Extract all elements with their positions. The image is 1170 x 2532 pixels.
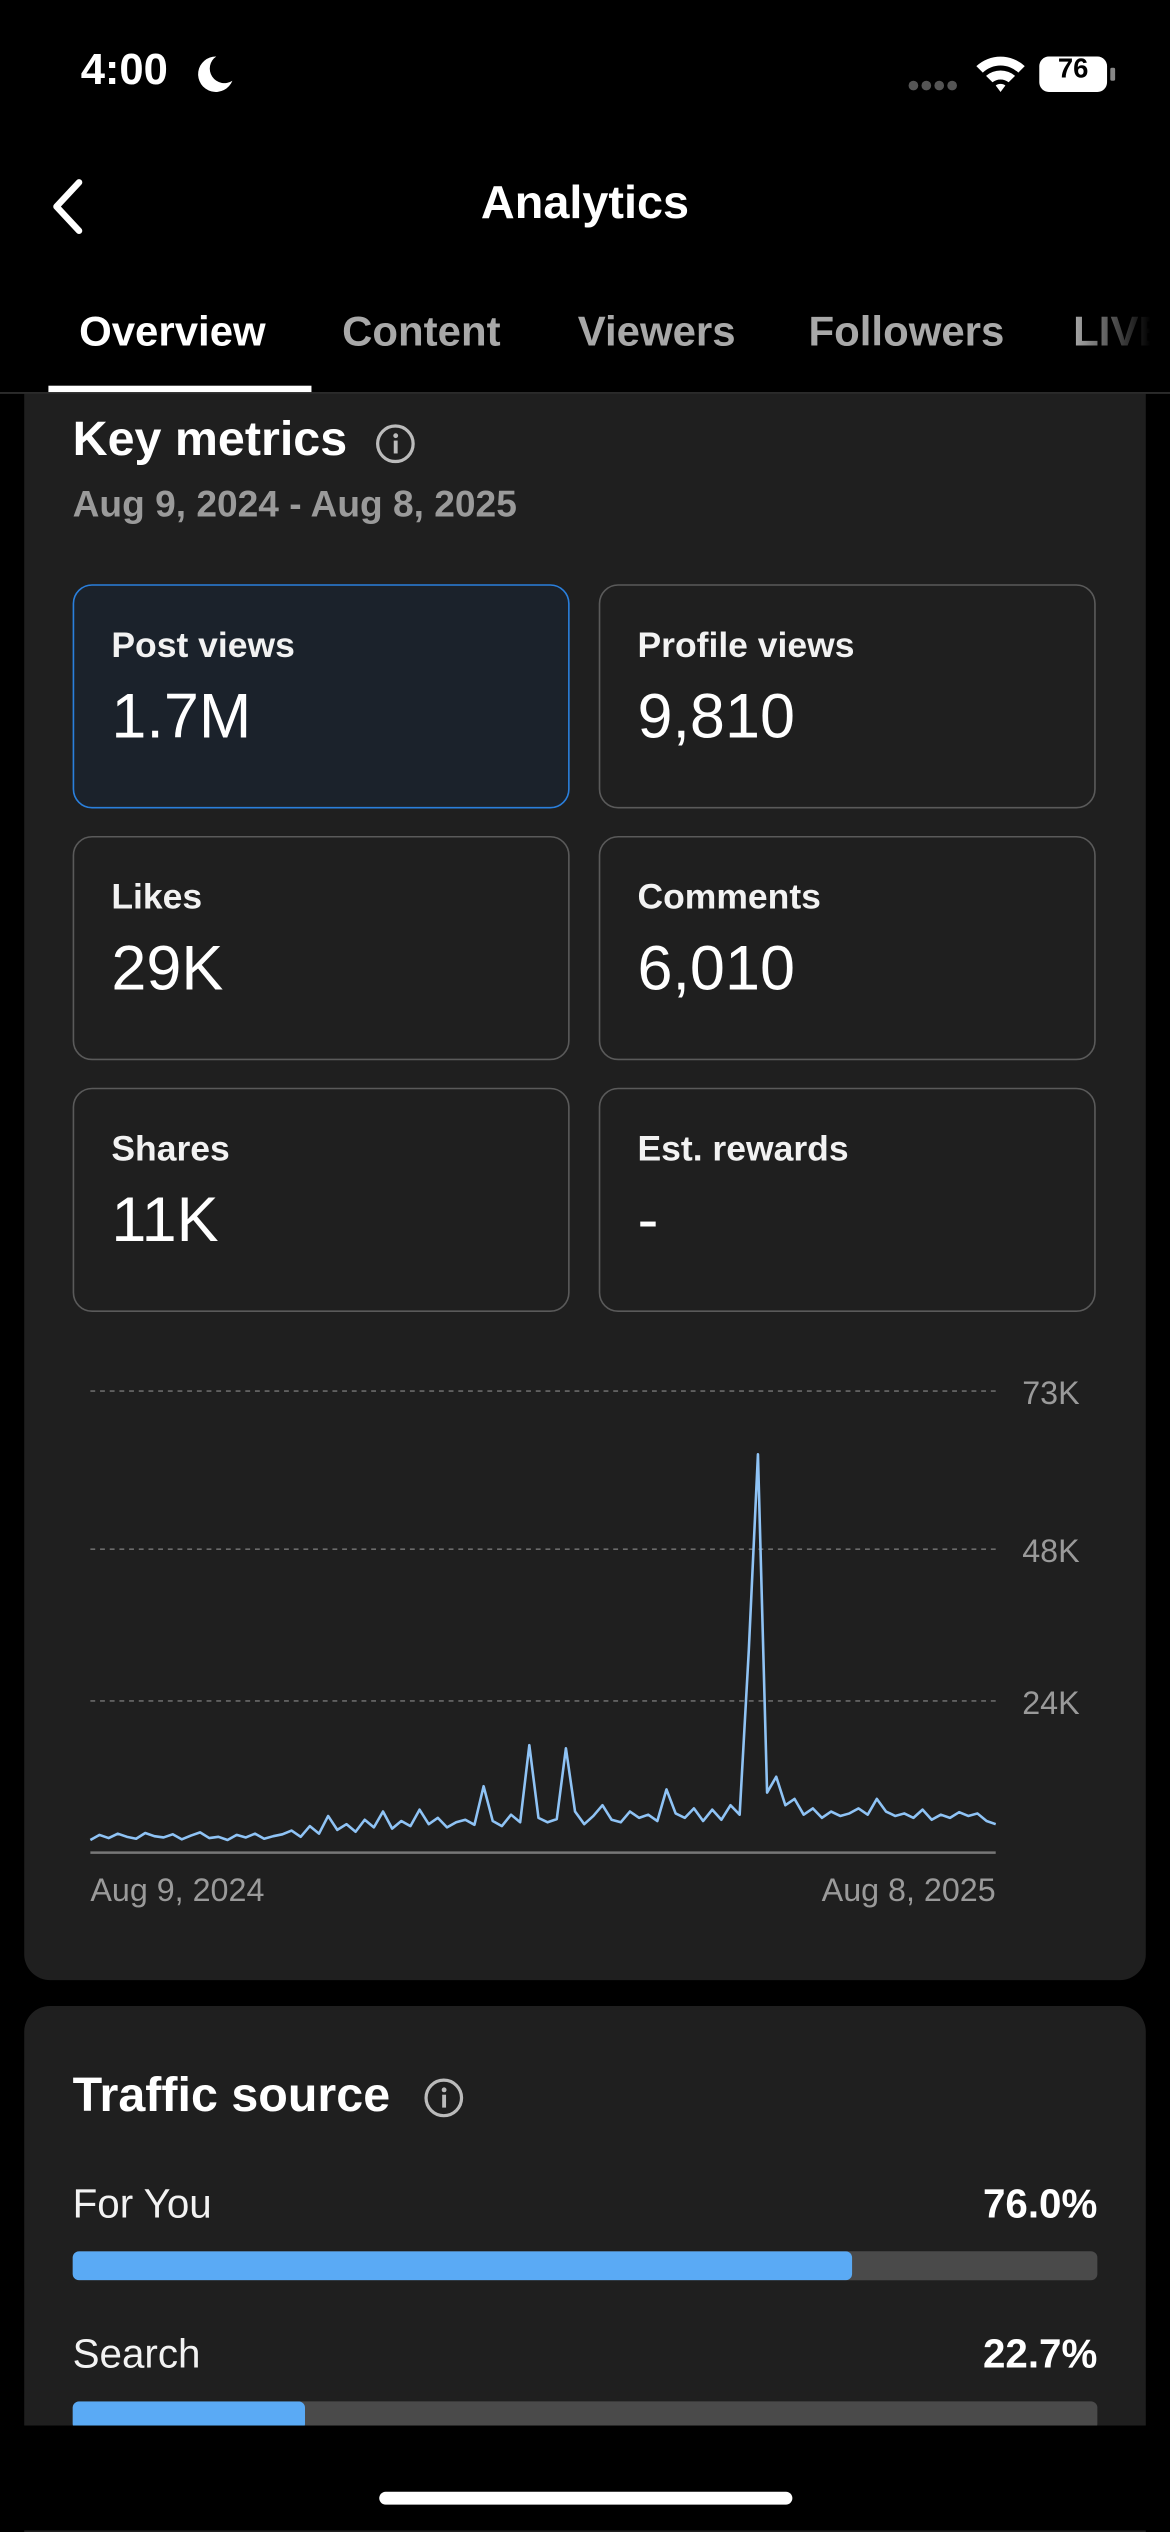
- metric-card[interactable]: Profile views 9,810: [598, 584, 1096, 809]
- metric-label: Comments: [637, 876, 821, 917]
- tab-fade: [1073, 290, 1170, 388]
- metric-value: 1.7M: [111, 682, 252, 753]
- divider: [0, 392, 1170, 394]
- x-tick-label: Aug 9, 2024: [90, 1872, 264, 1908]
- metric-value: 6,010: [637, 934, 795, 1004]
- metric-label: Est. rewards: [637, 1128, 849, 1169]
- date-range: Aug 9, 2024 - Aug 8, 2025: [72, 482, 517, 525]
- tab[interactable]: Content: [342, 306, 501, 356]
- back-button[interactable]: [45, 178, 90, 236]
- metric-card[interactable]: Comments 6,010: [598, 835, 1096, 1061]
- section-title: Key metrics: [72, 413, 348, 467]
- info-icon[interactable]: [374, 423, 416, 465]
- battery-level: 76: [1057, 53, 1089, 84]
- y-tick-label: 24K: [1022, 1685, 1080, 1721]
- metric-card[interactable]: Est. rewards -: [598, 1087, 1096, 1313]
- metric-card[interactable]: Likes 29K: [72, 835, 570, 1061]
- info-icon[interactable]: [423, 2077, 465, 2119]
- bar: [72, 2401, 306, 2431]
- metric-value: 11K: [111, 1186, 219, 1256]
- metric-label: Likes: [111, 876, 203, 917]
- page-title: Analytics: [480, 177, 690, 230]
- data-line: [89, 1453, 997, 1842]
- x-tick-label: Aug 8, 2025: [822, 1872, 996, 1908]
- source-value: 22.7%: [982, 2331, 1098, 2378]
- status-time: 4:00: [80, 45, 168, 94]
- chart: 24K 48K 73K Aug 9, 2024 Aug 8, 2025: [89, 1375, 1080, 1908]
- metric-value: -: [637, 1186, 659, 1256]
- metric-label: Shares: [111, 1128, 230, 1169]
- traffic-row: For You 76.0%: [72, 2179, 1098, 2292]
- metric-card[interactable]: Post views 1.7M: [72, 584, 570, 809]
- metric-value: 29K: [111, 934, 224, 1004]
- bar-track: [72, 2401, 1098, 2431]
- moon-icon: [198, 56, 233, 92]
- tab[interactable]: Overview: [79, 306, 266, 356]
- bottom-bar: [0, 2425, 1170, 2531]
- tab[interactable]: Followers: [808, 306, 1005, 356]
- metric-value: 9,810: [637, 682, 795, 753]
- tab[interactable]: Viewers: [577, 306, 736, 356]
- status-icons: [908, 56, 1116, 92]
- source-value: 76.0%: [982, 2181, 1098, 2228]
- home-indicator: [379, 2491, 793, 2505]
- y-tick-label: 48K: [1022, 1533, 1080, 1569]
- metric-label: Profile views: [637, 624, 855, 665]
- source-name: For You: [72, 2181, 212, 2228]
- bar-track: [72, 2251, 1098, 2281]
- section-title: Traffic source: [72, 2068, 391, 2123]
- metric-card[interactable]: Shares 11K: [72, 1087, 570, 1313]
- bar: [72, 2251, 852, 2281]
- source-name: Search: [72, 2331, 201, 2378]
- tab-underline: [48, 385, 312, 393]
- metric-label: Post views: [111, 624, 295, 665]
- traffic-row: Search 22.7%: [72, 2329, 1098, 2442]
- y-tick-label: 73K: [1022, 1375, 1080, 1411]
